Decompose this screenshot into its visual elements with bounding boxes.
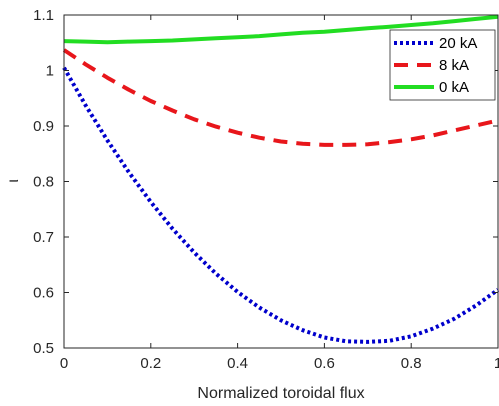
x-tick-label: 0.2	[140, 355, 161, 372]
y-axis-label: ι	[5, 179, 22, 183]
series-line-0-ka	[63, 14, 499, 45]
x-tick-label: 0.8	[401, 355, 422, 372]
y-tick-label: 1	[46, 63, 54, 80]
series-line-8-ka	[62, 48, 499, 147]
x-axis-label: Normalized toroidal flux	[197, 385, 364, 402]
y-tick-label: 0.5	[33, 340, 54, 357]
ticks-layer: 0 0.2 0.4 0.6 0.8 1 0.5 0.6 0.7 0.8 0.9 1 1.1	[33, 7, 499, 372]
legend-label-8ka: 8 kA	[439, 57, 469, 74]
y-tick-label: 0.9	[33, 118, 54, 135]
legend: 20 kA 8 kA 0 kA	[389, 29, 496, 101]
legend-label-20ka: 20 kA	[439, 35, 477, 52]
legend-label-0ka: 0 kA	[439, 79, 469, 96]
x-tick-label: 0.4	[227, 355, 248, 372]
x-tick-label: 1	[494, 355, 499, 372]
y-tick-label: 0.7	[33, 229, 54, 246]
series-line-20-ka	[62, 66, 499, 344]
y-tick-label: 1.1	[33, 7, 54, 24]
x-tick-label: 0.6	[314, 355, 335, 372]
series-layer	[62, 14, 499, 344]
y-tick-label: 0.8	[33, 174, 54, 191]
y-tick-label: 0.6	[33, 285, 54, 302]
x-tick-label: 0	[60, 355, 68, 372]
